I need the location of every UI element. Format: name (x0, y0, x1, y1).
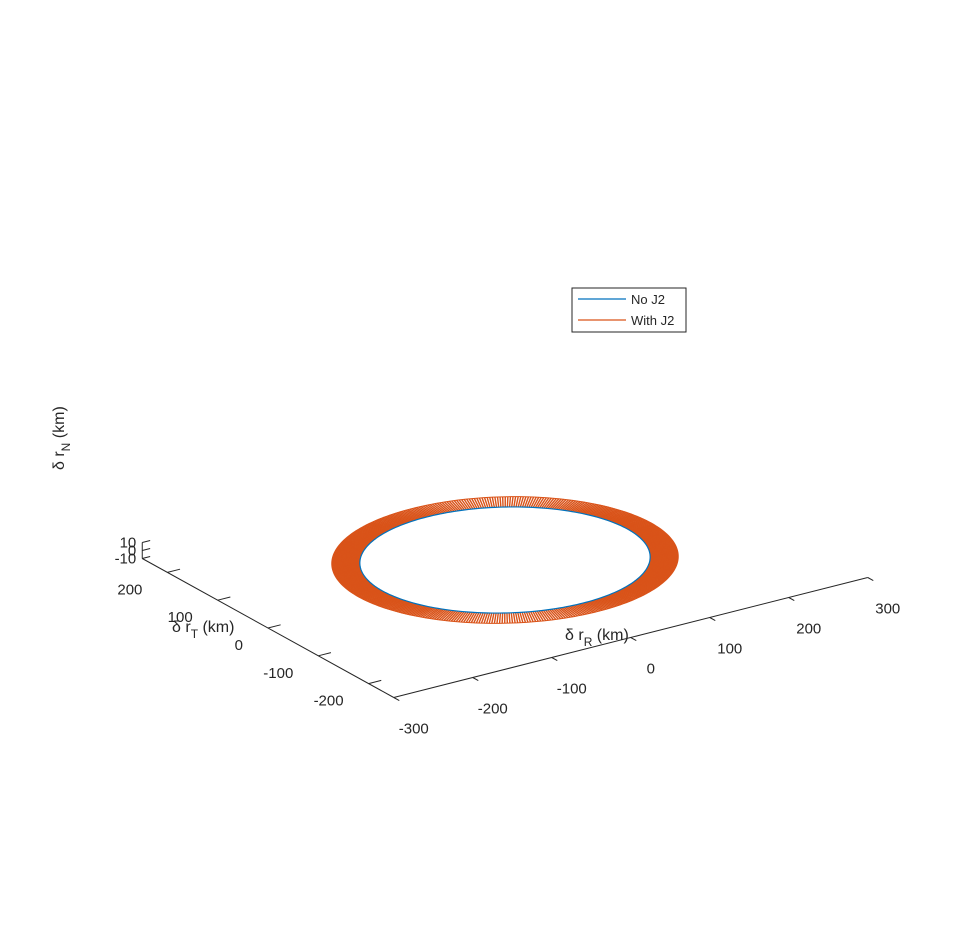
x-tick (394, 698, 400, 701)
with-j2-trajectory-segment (492, 497, 494, 507)
x-tick-label: 100 (717, 641, 742, 658)
z-tick (142, 541, 150, 543)
y-tick (369, 680, 382, 683)
legend-entry-no-j2: No J2 (631, 292, 665, 307)
y-tick-label: 200 (117, 581, 142, 598)
with-j2-trajectory-segment (516, 613, 518, 623)
x-tick-label: 300 (875, 601, 900, 618)
y-tick-label: -200 (314, 693, 344, 710)
z-tick-label: 10 (120, 535, 137, 552)
legend: No J2 With J2 (572, 288, 686, 332)
with-j2-trajectory-segment (511, 613, 512, 623)
with-j2-trajectory-segment (500, 497, 501, 507)
z-tick (142, 557, 150, 559)
with-j2-trajectory-segment (514, 497, 516, 507)
x-tick (552, 658, 558, 661)
y-tick (318, 653, 331, 656)
x-tick-label: 200 (796, 621, 821, 638)
x-tick-label: 0 (647, 661, 655, 678)
with-j2-trajectory-segment (513, 613, 515, 623)
legend-entry-with-j2: With J2 (631, 313, 674, 328)
with-j2-trajectory-segment (512, 497, 513, 507)
y-axis-label: δ rT (km) (172, 619, 234, 641)
y-tick (268, 625, 281, 628)
x-ticks: -300 -200 -100 0 100 200 300 (394, 578, 901, 738)
x-tick (631, 638, 637, 641)
x-tick-label: -300 (399, 721, 429, 738)
y-tick-label: -100 (263, 665, 293, 682)
z-tick (142, 549, 150, 551)
with-j2-trajectory-segment (497, 497, 498, 507)
x-tick-label: -100 (557, 681, 587, 698)
x-tick (473, 678, 479, 681)
with-j2-trajectory-segment (500, 613, 501, 623)
with-j2-trajectory-segment (509, 613, 510, 623)
x-tick (868, 578, 874, 581)
with-j2-trajectory-segment (510, 497, 511, 507)
x-tick (789, 598, 795, 601)
y-tick (218, 597, 231, 600)
with-j2-trajectory-segment (492, 613, 494, 623)
with-j2-trajectory-segment (495, 497, 497, 507)
with-j2-trajectory-segment (516, 497, 518, 507)
x-tick-label: -200 (478, 701, 508, 718)
with-j2-trajectory-segment (494, 613, 496, 623)
series-with-j2-orbit (332, 497, 679, 624)
y-tick (167, 569, 180, 572)
y-tick-label: 0 (235, 637, 243, 654)
x-tick (710, 618, 716, 621)
with-j2-trajectory-segment (497, 613, 498, 623)
z-axis-label: δ rN (km) (51, 406, 73, 470)
